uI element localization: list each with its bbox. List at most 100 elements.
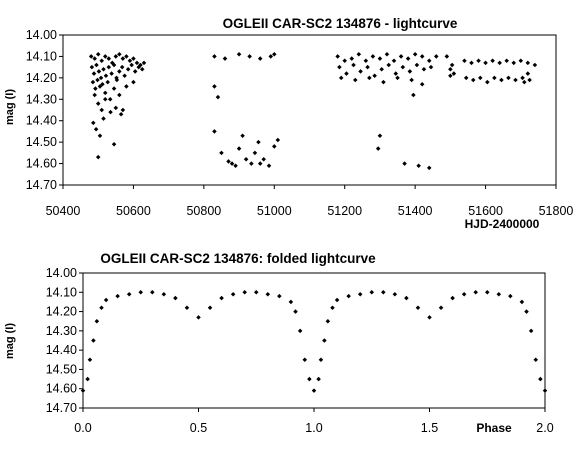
data-point [325, 318, 331, 324]
y-tick-label: 14.20 [26, 71, 57, 85]
data-point [85, 376, 90, 382]
x-tick-label: 50400 [46, 204, 81, 218]
data-point [346, 293, 351, 299]
data-point [117, 92, 122, 98]
data-point [508, 293, 513, 299]
data-point [117, 52, 122, 57]
data-point [117, 69, 122, 74]
data-point [126, 291, 132, 297]
data-point [136, 64, 141, 70]
data-point [297, 328, 303, 334]
x-axis-label: HJD-2400000 [465, 217, 540, 231]
data-point [416, 163, 421, 168]
x-tick-label: 51800 [539, 204, 574, 218]
data-point [419, 54, 425, 59]
y-tick-label: 14.00 [26, 28, 57, 42]
data-point [256, 139, 261, 145]
y-tick-label: 14.40 [46, 343, 77, 357]
data-point [122, 73, 127, 78]
data-point [111, 62, 117, 68]
x-axis-label: Phase [476, 421, 512, 435]
data-point [113, 105, 119, 111]
folded-lightcurve-chart: OGLEII CAR-SC2 134876: folded lightcurve… [4, 251, 554, 435]
data-point [335, 54, 340, 59]
data-point [398, 54, 404, 59]
data-point [519, 299, 525, 305]
y-tick-label: 14.50 [26, 135, 57, 149]
data-point [496, 291, 502, 297]
data-point [92, 92, 97, 98]
data-point [402, 161, 407, 166]
data-point [161, 291, 167, 297]
data-point [357, 291, 363, 297]
data-point [334, 297, 340, 303]
data-point [322, 338, 327, 343]
data-point [427, 315, 432, 320]
data-point [419, 82, 425, 87]
x-tick-label: 1.0 [305, 421, 322, 435]
data-point [236, 52, 242, 57]
data-point [542, 388, 548, 393]
data-point [95, 52, 101, 57]
data-point [438, 305, 444, 310]
data-point [377, 133, 383, 138]
data-point [134, 60, 140, 66]
data-point [124, 84, 129, 89]
y-tick-label: 14.20 [46, 305, 77, 319]
data-point [102, 90, 108, 96]
data-point [307, 376, 312, 382]
data-point [538, 376, 543, 382]
data-point [101, 67, 106, 72]
data-point [461, 291, 467, 297]
y-tick-label: 14.70 [46, 401, 77, 415]
data-point [275, 137, 281, 143]
data-point [118, 112, 124, 117]
data-point [196, 315, 201, 320]
x-tick-label: 0.0 [74, 421, 91, 435]
x-tick-label: 2.0 [536, 421, 553, 435]
data-point [89, 64, 95, 70]
data-point [212, 54, 217, 59]
y-tick-label: 14.30 [46, 324, 77, 338]
y-tick-label: 14.10 [26, 49, 57, 63]
plot-frame [62, 34, 557, 186]
x-tick-label: 51400 [398, 204, 433, 218]
data-point [288, 299, 294, 305]
data-point [473, 290, 478, 295]
data-point [253, 290, 259, 295]
data-point [95, 154, 101, 160]
data-point [247, 54, 252, 59]
data-point [106, 56, 112, 61]
data-point [102, 54, 108, 59]
y-tick-label: 14.50 [46, 362, 77, 376]
data-point [150, 290, 155, 295]
data-point [277, 293, 282, 299]
data-point [484, 290, 490, 295]
data-point [337, 64, 342, 70]
data-point [316, 376, 321, 382]
data-point [107, 97, 113, 102]
data-point [92, 56, 97, 61]
data-point [99, 305, 104, 310]
data-point [356, 52, 362, 57]
y-tick-label: 14.10 [46, 285, 77, 299]
y-tick-label: 14.60 [46, 382, 77, 396]
y-axis-label: mag (I) [4, 89, 16, 125]
data-point [111, 142, 117, 147]
y-tick-label: 14.00 [46, 266, 77, 280]
data-point [478, 75, 483, 81]
y-tick-label: 14.70 [26, 178, 57, 192]
y-tick-label: 14.40 [26, 114, 57, 128]
data-point [98, 75, 104, 81]
x-tick-label: 0.5 [190, 421, 207, 435]
data-point [302, 357, 308, 363]
data-point [524, 309, 529, 314]
data-point [375, 146, 381, 151]
y-axis-label: mag (I) [4, 323, 16, 359]
data-point [450, 295, 455, 301]
x-tick-label: 51600 [468, 204, 503, 218]
data-point [113, 54, 119, 59]
data-point [415, 305, 421, 310]
data-point [533, 357, 539, 363]
